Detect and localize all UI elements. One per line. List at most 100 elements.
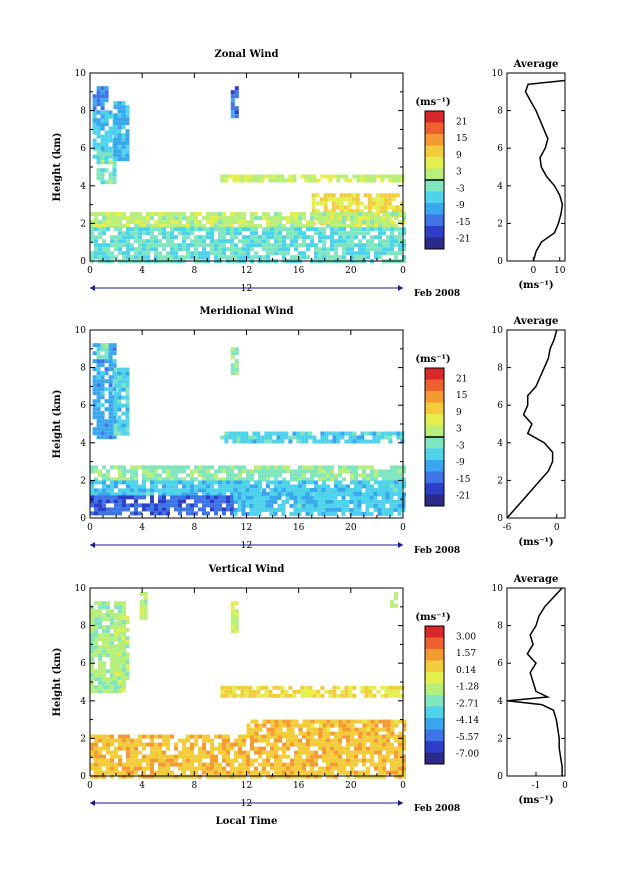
heatmap-cell — [354, 774, 358, 779]
heatmap-cell — [282, 750, 286, 755]
heatmap-cell — [146, 734, 150, 739]
heatmap-cell — [310, 477, 314, 482]
heatmap-cell — [314, 719, 319, 724]
heatmap-cell — [118, 609, 122, 614]
heatmap-cell — [114, 243, 118, 248]
heatmap-cell — [230, 484, 234, 489]
heatmap-cell — [222, 492, 226, 497]
heatmap-cell — [250, 216, 254, 221]
heatmap-cell — [218, 212, 222, 217]
heatmap-cell — [121, 668, 126, 673]
heatmap-cell — [374, 746, 378, 751]
heatmap-cell — [150, 216, 154, 221]
heatmap-cell — [206, 484, 210, 489]
heatmap-cell — [138, 216, 142, 221]
heatmap-cell — [310, 212, 314, 217]
heatmap-cell — [117, 632, 122, 637]
heatmap-cell — [325, 495, 330, 500]
heatmap-cell — [338, 766, 342, 771]
date-label: 12 — [241, 541, 252, 551]
heatmap-cell — [286, 469, 290, 474]
date-bar-arrow — [398, 542, 403, 548]
heatmap-cell — [306, 731, 311, 736]
heatmap-cell — [102, 212, 106, 217]
heatmap-cell — [94, 235, 98, 240]
heatmap-cell — [198, 507, 202, 512]
heatmap-cell — [178, 766, 182, 771]
heatmap-cell — [322, 255, 326, 260]
heatmap-cell — [158, 511, 162, 516]
heatmap-cell — [142, 227, 146, 232]
heatmap-cell — [262, 473, 266, 478]
heatmap-cell — [370, 750, 374, 755]
heatmap-cell — [130, 247, 134, 252]
heatmap-cell — [373, 499, 378, 504]
heatmap-cell — [316, 439, 321, 444]
heatmap-cell — [249, 491, 254, 496]
heatmap-cell — [224, 693, 229, 698]
heatmap-region — [246, 719, 407, 736]
heatmap-cell — [94, 685, 98, 690]
heatmap-cell — [332, 174, 337, 179]
heatmap-cell — [238, 774, 242, 779]
heatmap-cell — [334, 247, 338, 252]
heatmap-cell — [338, 231, 342, 236]
heatmap-cell — [110, 216, 114, 221]
heatmap-cell — [226, 507, 230, 512]
heatmap-cell — [253, 507, 258, 512]
heatmap-cell — [218, 766, 222, 771]
heatmap-cell — [322, 484, 326, 489]
heatmap-cell — [198, 220, 202, 225]
heatmap-cell — [96, 427, 101, 432]
heatmap-cell — [106, 484, 110, 489]
heatmap-cell — [390, 719, 395, 724]
heatmap-cell — [174, 480, 178, 485]
heatmap-cell — [218, 477, 222, 482]
heatmap-cell — [106, 495, 110, 500]
heatmap-cell — [94, 247, 98, 252]
heatmap-cell — [108, 114, 113, 119]
heatmap-cell — [314, 255, 318, 260]
heatmap-cell — [102, 488, 106, 493]
heatmap-cell — [113, 427, 118, 432]
heatmap-cell — [218, 231, 222, 236]
heatmap-cell — [150, 774, 154, 779]
heatmap-cell — [333, 511, 338, 516]
heatmap-cell — [94, 499, 98, 504]
heatmap-cell — [260, 439, 265, 444]
heatmap-cell — [350, 231, 354, 236]
heatmap-cell — [102, 734, 106, 739]
heatmap-cell — [319, 197, 324, 202]
profile-unit: (ms⁻¹) — [518, 537, 553, 548]
heatmap-cell — [110, 738, 114, 743]
heatmap-cell — [94, 220, 98, 225]
colorbar-swatch — [425, 203, 444, 215]
heatmap-cell — [306, 774, 310, 779]
heatmap-cell — [322, 758, 326, 763]
heatmap-cell — [314, 774, 318, 779]
heatmap-cell — [253, 511, 258, 516]
heatmap-cell — [117, 121, 122, 126]
heatmap-cell — [301, 499, 306, 504]
heatmap-cell — [122, 469, 126, 474]
heatmap-cell — [108, 395, 113, 400]
heatmap-cell — [224, 439, 229, 444]
heatmap-cell — [366, 480, 370, 485]
heatmap-cell — [390, 731, 395, 736]
heatmap-cell — [194, 774, 198, 779]
heatmap-cell — [302, 484, 306, 489]
colorbar-swatch — [425, 157, 444, 169]
heatmap-cell — [334, 719, 339, 724]
heatmap-cell — [125, 411, 130, 416]
heatmap-cell — [102, 492, 106, 497]
heatmap-cell — [338, 723, 343, 728]
heatmap-cell — [333, 491, 338, 496]
heatmap-cell — [286, 734, 290, 739]
heatmap-cell — [312, 435, 317, 440]
heatmap-cell — [394, 758, 398, 763]
heatmap-cell — [170, 465, 174, 470]
heatmap-cell — [230, 609, 235, 614]
heatmap-cell — [264, 689, 269, 694]
heatmap-cell — [306, 255, 310, 260]
heatmap-cell — [254, 731, 259, 736]
